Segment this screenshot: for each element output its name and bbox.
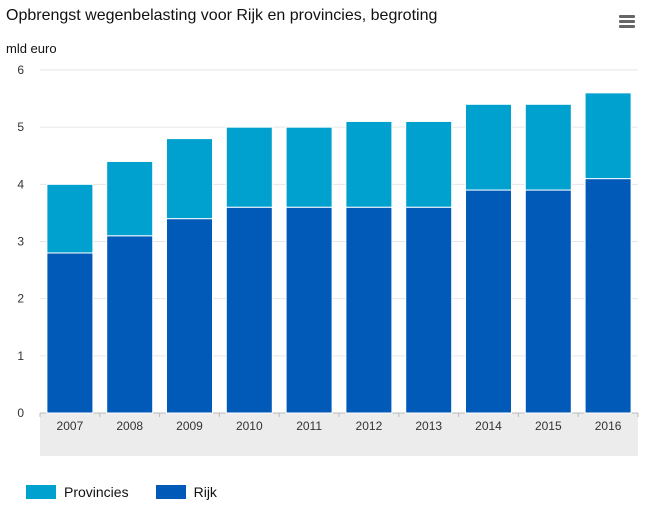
bar-rijk-2011[interactable] xyxy=(285,206,333,414)
bar-provincies-2016[interactable] xyxy=(584,92,632,180)
bar-rijk-2016[interactable] xyxy=(584,178,632,414)
legend-item-provincies[interactable]: Provincies xyxy=(26,484,129,500)
bar-provincies-2013[interactable] xyxy=(405,120,453,208)
y-tick-label: 6 xyxy=(17,63,24,77)
hamburger-menu-icon[interactable] xyxy=(619,15,635,29)
chart-area: 0 1 2 3 4 5 6 2007 2008 2009 2010 2011 2012 2013 2014… xyxy=(17,63,639,456)
bars xyxy=(46,92,632,414)
bar-rijk-2013[interactable] xyxy=(405,206,453,414)
y-tick-label: 4 xyxy=(17,177,24,191)
bar-provincies-2010[interactable] xyxy=(225,126,273,208)
x-tick-label-2011: 2011 xyxy=(296,419,322,433)
y-tick-label: 0 xyxy=(17,406,24,420)
x-tick-label-2009: 2009 xyxy=(176,419,203,433)
legend-swatch-rijk xyxy=(155,485,186,499)
x-axis-band xyxy=(40,413,638,456)
bar-provincies-2011[interactable] xyxy=(285,126,333,208)
bar-rijk-2014[interactable] xyxy=(465,189,512,414)
legend-swatch-provincies xyxy=(26,485,56,499)
bar-rijk-2012[interactable] xyxy=(345,206,393,414)
legend: Provincies Rijk xyxy=(26,484,244,500)
bar-provincies-2012[interactable] xyxy=(345,120,393,208)
y-tick-label: 5 xyxy=(17,120,24,134)
x-tick-label-2015: 2015 xyxy=(535,419,562,433)
x-tick-label-2014: 2014 xyxy=(475,419,502,433)
legend-label-provincies: Provincies xyxy=(64,484,129,500)
legend-label-rijk: Rijk xyxy=(193,484,217,500)
x-tick-label-2016: 2016 xyxy=(595,419,622,433)
chart-title: Opbrengst wegenbelasting voor Rijk en pr… xyxy=(6,7,438,24)
x-axis-ticks: 2007 2008 2009 2010 2011 2012 2013 2014 2015 2016 xyxy=(39,413,639,433)
bar-rijk-2009[interactable] xyxy=(166,218,213,414)
y-tick-label: 1 xyxy=(17,349,24,363)
x-tick-label-2008: 2008 xyxy=(116,419,143,433)
bar-rijk-2008[interactable] xyxy=(106,235,154,414)
bar-provincies-2007[interactable] xyxy=(46,183,94,254)
y-axis-label: mld euro xyxy=(6,41,57,56)
bar-rijk-2010[interactable] xyxy=(225,206,273,414)
bar-provincies-2015[interactable] xyxy=(524,103,572,191)
y-axis-ticks: 0 1 2 3 4 5 6 xyxy=(17,63,24,420)
x-tick-label-2013: 2013 xyxy=(415,419,442,433)
bar-provincies-2009[interactable] xyxy=(166,138,213,220)
x-tick-label-2010: 2010 xyxy=(236,419,263,433)
x-tick-label-2007: 2007 xyxy=(57,419,84,433)
bar-rijk-2007[interactable] xyxy=(46,252,94,414)
legend-item-rijk[interactable]: Rijk xyxy=(155,484,217,500)
x-tick-label-2012: 2012 xyxy=(356,419,383,433)
bar-provincies-2014[interactable] xyxy=(465,103,512,191)
y-tick-label: 2 xyxy=(17,292,24,306)
bar-provincies-2008[interactable] xyxy=(106,160,154,237)
y-tick-label: 3 xyxy=(17,235,24,249)
bar-rijk-2015[interactable] xyxy=(524,189,572,414)
